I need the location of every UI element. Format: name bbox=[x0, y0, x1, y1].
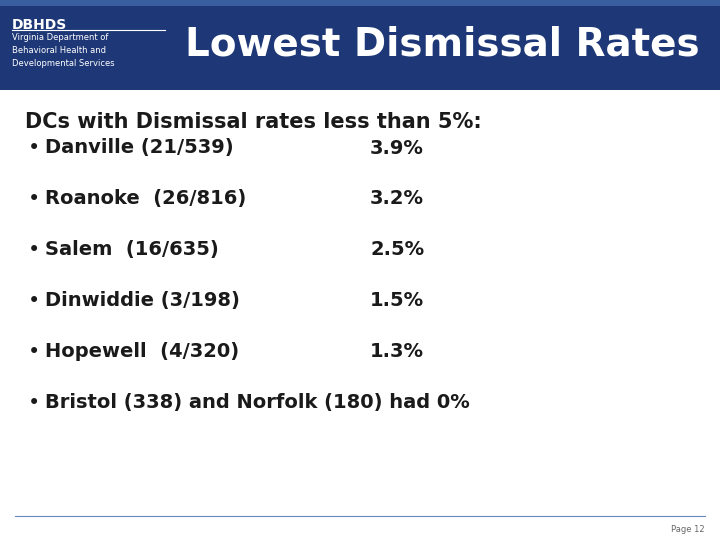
Text: •: • bbox=[28, 138, 40, 158]
Text: Bristol (338) and Norfolk (180) had 0%: Bristol (338) and Norfolk (180) had 0% bbox=[45, 394, 469, 413]
Text: 3.2%: 3.2% bbox=[370, 190, 424, 208]
Text: •: • bbox=[28, 291, 40, 311]
Text: •: • bbox=[28, 342, 40, 362]
Text: Roanoke  (26/816): Roanoke (26/816) bbox=[45, 190, 246, 208]
Text: Dinwiddie (3/198): Dinwiddie (3/198) bbox=[45, 292, 240, 310]
Text: Developmental Services: Developmental Services bbox=[12, 59, 114, 68]
Text: Danville (21/539): Danville (21/539) bbox=[45, 138, 233, 158]
Text: Salem  (16/635): Salem (16/635) bbox=[45, 240, 219, 260]
Text: Lowest Dismissal Rates: Lowest Dismissal Rates bbox=[185, 26, 700, 64]
Text: Hopewell  (4/320): Hopewell (4/320) bbox=[45, 342, 239, 361]
Text: DCs with Dismissal rates less than 5%:: DCs with Dismissal rates less than 5%: bbox=[25, 112, 482, 132]
Text: Behavioral Health and: Behavioral Health and bbox=[12, 46, 106, 55]
Text: DBHDS: DBHDS bbox=[12, 18, 67, 32]
Text: 2.5%: 2.5% bbox=[370, 240, 424, 260]
Text: •: • bbox=[28, 189, 40, 209]
Text: 1.3%: 1.3% bbox=[370, 342, 424, 361]
Text: 1.5%: 1.5% bbox=[370, 292, 424, 310]
Text: •: • bbox=[28, 393, 40, 413]
Bar bbox=[0, 0, 720, 6]
Text: Page 12: Page 12 bbox=[671, 525, 705, 535]
Text: Virginia Department of: Virginia Department of bbox=[12, 33, 109, 42]
Text: 3.9%: 3.9% bbox=[370, 138, 424, 158]
Text: •: • bbox=[28, 240, 40, 260]
